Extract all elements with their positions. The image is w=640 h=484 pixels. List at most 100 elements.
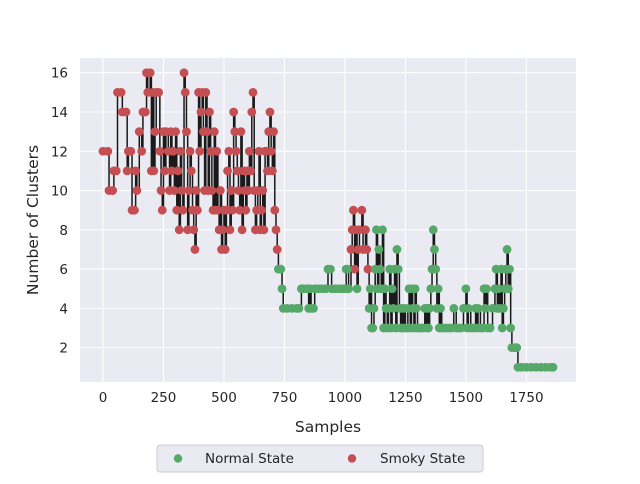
- normal-state-point: [368, 323, 378, 333]
- normal-state-point: [428, 225, 438, 235]
- normal-state-point: [473, 303, 483, 313]
- smoky-state-point: [177, 186, 187, 195]
- smoky-state-point: [350, 264, 360, 274]
- smoky-state-point: [230, 127, 240, 137]
- data-points-layer: [98, 68, 558, 372]
- smoky-state-point: [361, 225, 370, 235]
- smoky-state-point: [195, 146, 205, 156]
- y-tick-label: 12: [51, 144, 68, 160]
- smoky-state-point: [258, 186, 268, 195]
- normal-state-point: [277, 284, 287, 294]
- smoky-state-point: [266, 146, 276, 156]
- x-tick-label: 0: [99, 390, 108, 406]
- legend-box: [156, 444, 484, 473]
- normal-state-point: [393, 264, 403, 274]
- smoky-state-point: [137, 146, 147, 156]
- y-tick-label: 16: [51, 66, 68, 82]
- normal-state-point: [309, 303, 318, 313]
- normal-state-point: [365, 284, 375, 294]
- smoky-state-point: [229, 107, 239, 117]
- smoky-state-point: [174, 225, 184, 235]
- smoky-state-point: [132, 186, 142, 195]
- normal-state-point: [388, 303, 398, 313]
- normal-state-point: [321, 284, 330, 294]
- normal-state-point: [411, 303, 421, 313]
- smoky-state-point: [149, 166, 159, 176]
- normal-state-point: [410, 284, 420, 294]
- x-tick-label: 1000: [328, 390, 362, 406]
- normal-state-point: [374, 245, 384, 254]
- normal-state-point: [387, 284, 397, 294]
- normal-state-point: [506, 323, 516, 333]
- x-tick-label: 1750: [509, 390, 543, 406]
- smoky-state-point: [220, 245, 230, 254]
- smoky-state-point: [154, 87, 164, 97]
- legend-marker-smoky: [347, 454, 357, 463]
- normal-state-point: [342, 264, 352, 274]
- legend-label-smoky: Smoky State: [380, 451, 465, 467]
- smoky-state-point: [235, 205, 245, 215]
- smoky-state-point: [172, 205, 182, 215]
- normal-state-point: [424, 323, 433, 333]
- smoky-state-point: [186, 166, 196, 176]
- smoky-state-point: [267, 166, 277, 176]
- smoky-state-point: [103, 146, 113, 156]
- normal-state-point: [436, 303, 445, 313]
- smoky-state-point: [257, 205, 266, 215]
- smoky-state-point: [236, 127, 246, 137]
- normal-state-point: [503, 284, 513, 294]
- normal-state-point: [499, 303, 508, 313]
- smoky-state-point: [201, 87, 211, 97]
- normal-state-point: [497, 323, 507, 333]
- smoky-state-point: [184, 186, 194, 195]
- normal-state-point: [461, 284, 471, 294]
- smoky-state-point: [111, 166, 121, 176]
- smoky-state-point: [183, 225, 193, 235]
- smoky-state-point: [346, 245, 356, 254]
- normal-state-point: [378, 225, 387, 235]
- normal-state-point: [392, 245, 402, 254]
- smoky-state-point: [207, 186, 217, 195]
- smoky-state-point: [116, 87, 126, 97]
- smoky-state-point: [272, 245, 282, 254]
- y-tick-label: 6: [59, 262, 68, 278]
- legend-marker-normal: [173, 454, 183, 463]
- y-tick-label: 8: [59, 223, 68, 239]
- normal-state-point: [344, 284, 353, 294]
- normal-state-point: [426, 284, 436, 294]
- normal-state-point: [512, 343, 522, 353]
- smoky-state-point: [205, 107, 214, 117]
- normal-state-point: [326, 264, 335, 274]
- smoky-state-point: [221, 205, 231, 215]
- smoky-state-point: [168, 146, 178, 156]
- smoky-state-point: [150, 127, 160, 137]
- smoky-state-point: [176, 146, 185, 156]
- normal-state-point: [482, 284, 491, 294]
- smoky-state-point: [209, 127, 219, 137]
- smoky-state-point: [244, 146, 254, 156]
- smoky-state-point: [157, 205, 167, 215]
- smoky-state-point: [234, 186, 243, 195]
- normal-state-point: [430, 245, 439, 254]
- smoky-state-point: [155, 146, 165, 156]
- smoky-state-point: [182, 127, 191, 137]
- normal-state-point: [276, 264, 286, 274]
- smoky-state-point: [270, 205, 280, 215]
- smoky-state-point: [145, 68, 155, 78]
- smoky-state-point: [212, 146, 222, 156]
- smoky-state-point: [224, 146, 234, 156]
- smoky-state-point: [355, 225, 364, 235]
- smoky-state-point: [246, 166, 255, 176]
- smoky-state-point: [247, 107, 257, 117]
- normal-state-point: [375, 264, 385, 274]
- smoky-state-point: [213, 205, 223, 215]
- normal-state-point: [485, 323, 495, 333]
- y-tick-label: 10: [51, 184, 68, 200]
- y-tick-label: 4: [59, 301, 68, 317]
- y-tick-label: 14: [51, 105, 68, 121]
- legend-label-normal: Normal State: [205, 451, 294, 467]
- x-axis-title: Samples: [295, 418, 361, 436]
- smoky-state-point: [173, 166, 183, 176]
